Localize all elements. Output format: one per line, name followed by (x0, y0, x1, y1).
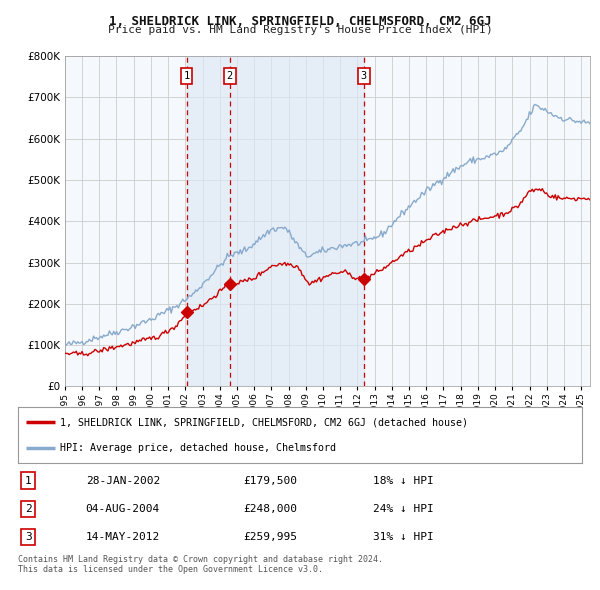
Text: 04-AUG-2004: 04-AUG-2004 (86, 504, 160, 514)
Text: 24% ↓ HPI: 24% ↓ HPI (373, 504, 434, 514)
Text: 1, SHELDRICK LINK, SPRINGFIELD, CHELMSFORD, CM2 6GJ (detached house): 1, SHELDRICK LINK, SPRINGFIELD, CHELMSFO… (60, 417, 469, 427)
Text: Price paid vs. HM Land Registry's House Price Index (HPI): Price paid vs. HM Land Registry's House … (107, 25, 493, 35)
Text: 3: 3 (361, 71, 367, 81)
Text: £259,995: £259,995 (244, 532, 298, 542)
Text: 2: 2 (25, 504, 32, 514)
Text: 31% ↓ HPI: 31% ↓ HPI (373, 532, 434, 542)
Text: 28-JAN-2002: 28-JAN-2002 (86, 476, 160, 486)
Text: Contains HM Land Registry data © Crown copyright and database right 2024.
This d: Contains HM Land Registry data © Crown c… (18, 555, 383, 574)
Text: 1, SHELDRICK LINK, SPRINGFIELD, CHELMSFORD, CM2 6GJ: 1, SHELDRICK LINK, SPRINGFIELD, CHELMSFO… (109, 15, 491, 28)
Text: £179,500: £179,500 (244, 476, 298, 486)
Text: 1: 1 (184, 71, 190, 81)
Bar (187, 56, 364, 386)
Text: HPI: Average price, detached house, Chelmsford: HPI: Average price, detached house, Chel… (60, 443, 337, 453)
Text: 14-MAY-2012: 14-MAY-2012 (86, 532, 160, 542)
Text: £248,000: £248,000 (244, 504, 298, 514)
Text: 3: 3 (25, 532, 32, 542)
Text: 2: 2 (227, 71, 233, 81)
Text: 1: 1 (25, 476, 32, 486)
Text: 18% ↓ HPI: 18% ↓ HPI (373, 476, 434, 486)
